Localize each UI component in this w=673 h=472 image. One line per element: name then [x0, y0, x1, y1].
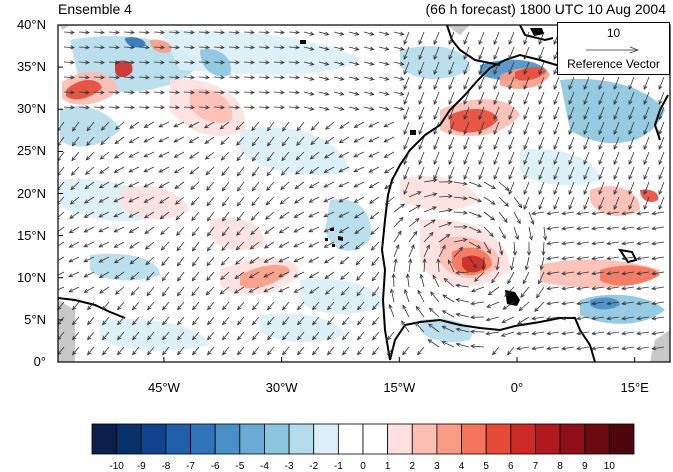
colorbar-swatch [511, 424, 536, 454]
colorbar-swatch [388, 424, 413, 454]
colorbar-swatch [363, 424, 388, 454]
colorbar [92, 424, 634, 454]
colorbar-swatch [437, 424, 462, 454]
colorbar-swatch [92, 424, 117, 454]
colorbar-label: 10 [595, 461, 623, 472]
forecast-time-title: (66 h forecast) 1800 UTC 10 Aug 2004 [426, 1, 666, 17]
latitude-label: 15°N [0, 228, 46, 243]
longitude-label: 30°W [257, 380, 307, 395]
longitude-label: 45°W [139, 380, 189, 395]
colorbar-swatch [191, 424, 216, 454]
colorbar-swatch [412, 424, 437, 454]
colorbar-swatch [486, 424, 511, 454]
colorbar-swatch [141, 424, 166, 454]
ensemble-title: Ensemble 4 [58, 1, 132, 17]
reference-vector-label: Reference Vector [558, 57, 669, 71]
latitude-label: 25°N [0, 143, 46, 158]
reference-vector-value: 10 [558, 26, 669, 40]
colorbar-swatch [338, 424, 363, 454]
colorbar-swatch [609, 424, 634, 454]
latitude-label: 10°N [0, 270, 46, 285]
reference-vector-box: 10 Reference Vector [557, 22, 670, 75]
longitude-label: 15°W [374, 380, 424, 395]
colorbar-swatch [585, 424, 610, 454]
colorbar-swatch [560, 424, 585, 454]
colorbar-swatch [462, 424, 487, 454]
longitude-label: 0° [492, 380, 542, 395]
latitude-label: 0° [0, 354, 46, 369]
colorbar-swatch [215, 424, 240, 454]
latitude-label: 35°N [0, 59, 46, 74]
latitude-label: 40°N [0, 17, 46, 32]
colorbar-swatch [314, 424, 339, 454]
latitude-label: 5°N [0, 312, 46, 327]
colorbar-swatch [166, 424, 191, 454]
latitude-label: 30°N [0, 101, 46, 116]
colorbar-swatch [117, 424, 142, 454]
colorbar-swatch [289, 424, 314, 454]
longitude-label: 15°E [610, 380, 660, 395]
colorbar-swatch [240, 424, 265, 454]
colorbar-swatch [535, 424, 560, 454]
colorbar-swatch [264, 424, 289, 454]
latitude-label: 20°N [0, 186, 46, 201]
